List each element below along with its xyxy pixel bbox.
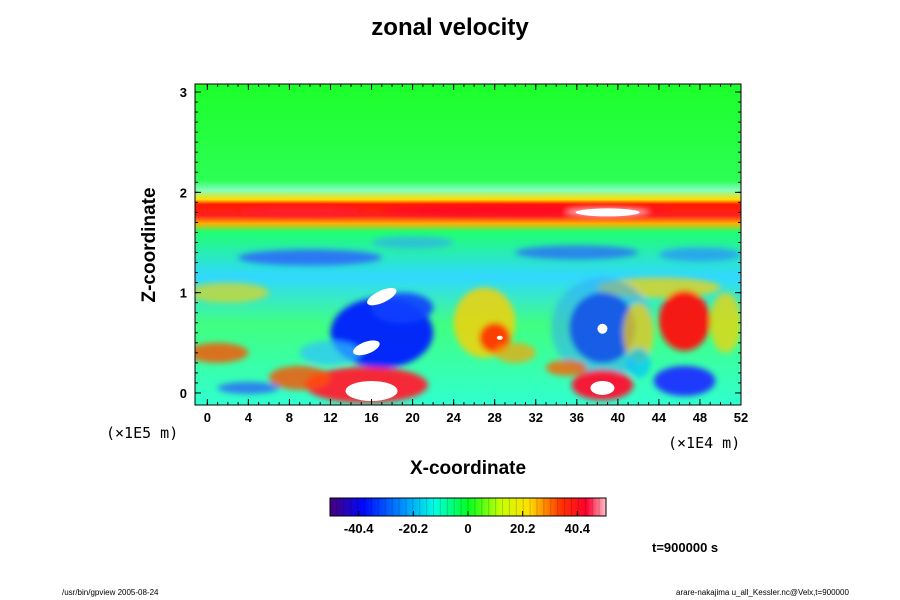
x-tick-label: 32 xyxy=(529,410,543,425)
footer-right: arare-nakajima u_all_Kessler.nc@Velx,t=9… xyxy=(676,588,849,597)
x-tick-label: 0 xyxy=(204,410,211,425)
field-blob xyxy=(658,247,741,262)
y-tick-label: 2 xyxy=(180,185,187,200)
x-tick-label: 16 xyxy=(364,410,378,425)
x-tick-label: 8 xyxy=(286,410,293,425)
field-core xyxy=(345,380,398,401)
field-blob xyxy=(494,342,536,363)
field-blob xyxy=(658,290,711,351)
field-features xyxy=(195,205,741,403)
field-blob xyxy=(710,292,741,353)
field-core xyxy=(590,380,615,395)
footer-left: /usr/bin/gpview 2005-08-24 xyxy=(62,588,159,597)
x-tick-label: 12 xyxy=(323,410,337,425)
y-tick-label: 3 xyxy=(180,85,187,100)
field-blob xyxy=(546,359,588,376)
colorbar-tick-label: -40.4 xyxy=(344,521,374,536)
time-label: t=900000 s xyxy=(652,540,719,555)
x-tick-label: 4 xyxy=(245,410,253,425)
field-core xyxy=(575,208,640,217)
field-core xyxy=(353,340,380,356)
chart-title: zonal velocity xyxy=(371,14,529,41)
field-blob xyxy=(626,347,651,378)
field-core xyxy=(367,287,397,306)
x-tick-label: 20 xyxy=(405,410,419,425)
colorbar-ticks: -40.4 -20.2 0 20.2 40.4 xyxy=(329,498,607,536)
colorbar-tick-label: 0 xyxy=(464,521,471,536)
field-cores xyxy=(345,208,640,401)
x-tick-label: 48 xyxy=(693,410,707,425)
field-blob xyxy=(299,340,362,365)
colorbar-tick-label: 20.2 xyxy=(510,521,535,536)
field-core xyxy=(496,335,503,340)
field-blob xyxy=(622,302,654,363)
field-blob xyxy=(653,365,716,396)
x-tick-label: 28 xyxy=(487,410,501,425)
x-tick-label: 40 xyxy=(611,410,625,425)
field-blob xyxy=(238,206,362,215)
x-tick-label: 44 xyxy=(652,410,667,425)
field-blob xyxy=(268,365,331,390)
field-blob xyxy=(195,282,269,303)
y-axis-label: Z-coordinate xyxy=(139,187,160,303)
x-tick-label: 24 xyxy=(446,410,461,425)
x-tick-label: 36 xyxy=(570,410,584,425)
x-axis-unit: (×1E4 m) xyxy=(668,434,741,452)
colorbar-tick-label: 40.4 xyxy=(565,521,591,536)
x-tick-label: 52 xyxy=(734,410,748,425)
y-tick-label: 0 xyxy=(180,386,187,401)
field-blob xyxy=(515,245,639,260)
plot-frame xyxy=(194,83,742,406)
field-blob xyxy=(195,342,249,363)
field-blob xyxy=(238,249,382,266)
field-core xyxy=(597,323,608,334)
field-background xyxy=(195,84,741,405)
y-axis-unit: (×1E5 m) xyxy=(106,424,179,442)
y-tick-label: 1 xyxy=(180,286,187,301)
field-blob xyxy=(217,381,280,394)
colorbar-tick-label: -20.2 xyxy=(399,521,429,536)
field-blob xyxy=(371,236,454,249)
x-axis-label: X-coordinate xyxy=(409,458,527,479)
